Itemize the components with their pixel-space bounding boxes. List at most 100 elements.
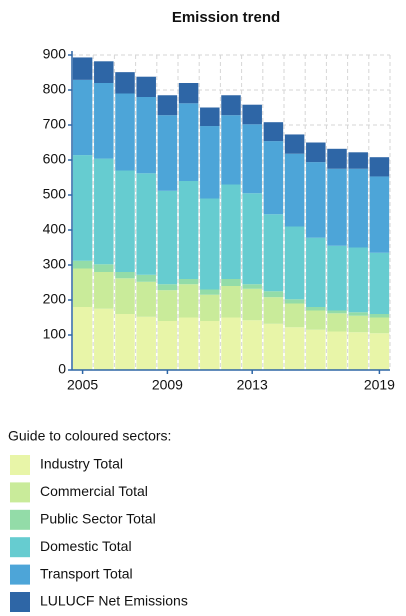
y-tick-label: 300	[43, 256, 67, 272]
bar-segment	[136, 274, 156, 282]
legend-label: Commercial Total	[40, 483, 148, 499]
bar-segment	[72, 260, 93, 269]
bar-segment	[136, 281, 156, 317]
bar-segment	[369, 252, 390, 314]
y-tick-label: 400	[43, 221, 67, 237]
bar-segment	[284, 327, 305, 370]
bar-segment	[284, 226, 305, 300]
bar-segment	[221, 95, 241, 116]
x-tick-label: 2019	[364, 377, 395, 393]
bar-segment	[221, 184, 241, 279]
bar-segment	[221, 115, 241, 185]
bar-segment	[200, 289, 220, 295]
x-tick-label: 2009	[152, 377, 183, 393]
bar-segment	[94, 61, 114, 83]
x-tick-label: 2005	[67, 377, 98, 393]
bar-segment	[263, 214, 284, 292]
bar-segment	[306, 162, 326, 238]
bar-segment	[72, 268, 93, 307]
bar-segment	[369, 314, 390, 318]
bar-segment	[72, 57, 93, 80]
bar-segment	[115, 278, 135, 314]
y-tick-label: 700	[43, 116, 67, 132]
bar-segment	[72, 155, 93, 261]
legend-swatch	[10, 537, 30, 558]
bar-segment	[136, 97, 156, 174]
bar-segment	[94, 264, 114, 272]
bar-segment	[178, 284, 199, 318]
bar-segment	[242, 124, 262, 194]
legend-label: LULUCF Net Emissions	[40, 593, 188, 609]
bar-segment	[115, 272, 135, 279]
bar-segment	[284, 134, 305, 154]
bar-segment	[157, 284, 178, 291]
legend-title: Guide to coloured sectors:	[8, 428, 171, 444]
y-tick-label: 100	[43, 326, 67, 342]
y-tick-label: 600	[43, 151, 67, 167]
y-tick-label: 800	[43, 81, 67, 97]
bar-segment	[327, 313, 347, 332]
bar-segment	[306, 329, 326, 370]
legend-swatch	[10, 592, 30, 612]
y-tick-label: 900	[43, 46, 67, 62]
bar-segment	[136, 76, 156, 97]
bar-segment	[178, 317, 199, 370]
bar-segment	[348, 168, 368, 248]
bar-segment	[348, 315, 368, 333]
bar-segment	[115, 314, 135, 370]
legend-swatch	[10, 564, 30, 585]
legend-label: Domestic Total	[40, 538, 132, 554]
bar-segment	[94, 272, 114, 309]
bar-segment	[263, 122, 284, 142]
bar-segment	[306, 142, 326, 163]
bar-segment	[369, 317, 390, 334]
bar-segment	[178, 279, 199, 285]
bar-segment	[327, 148, 347, 169]
bar-segment	[157, 290, 178, 321]
bar-segment	[115, 170, 135, 272]
bar-segment	[284, 303, 305, 328]
bar-segment	[348, 152, 368, 169]
bar-segment	[221, 286, 241, 318]
bar-segment	[115, 93, 135, 171]
bar-segment	[369, 157, 390, 177]
bar-segment	[306, 310, 326, 330]
bar-segment	[242, 288, 262, 321]
bar-segment	[157, 190, 178, 285]
bar-segment	[178, 181, 199, 279]
x-tick-label: 2013	[237, 377, 268, 393]
bar-segment	[242, 320, 262, 370]
bar-segment	[178, 103, 199, 181]
y-tick-label: 0	[58, 361, 66, 377]
bar-segment	[115, 72, 135, 94]
bar-segment	[348, 312, 368, 316]
legend-swatch	[10, 482, 30, 503]
legend-swatch	[10, 509, 30, 530]
bar-segment	[348, 247, 368, 313]
bar-segment	[157, 115, 178, 191]
bar-segment	[200, 294, 220, 321]
bar-segment	[72, 79, 93, 156]
bar-segment	[200, 198, 220, 290]
bar-segment	[327, 245, 347, 311]
bar-segment	[284, 299, 305, 304]
bar-segment	[136, 316, 156, 370]
y-tick-label: 500	[43, 186, 67, 202]
bar-segment	[263, 297, 284, 324]
bar-segment	[369, 176, 390, 253]
bar-segment	[306, 307, 326, 311]
bar-segment	[348, 332, 368, 370]
bar-segment	[221, 317, 241, 370]
legend-label: Industry Total	[40, 456, 123, 472]
bar-segment	[306, 237, 326, 307]
bar-segment	[327, 168, 347, 246]
bar-segment	[72, 307, 93, 370]
bar-segment	[263, 291, 284, 298]
bar-segment	[221, 279, 241, 286]
bar-segment	[242, 193, 262, 285]
bar-segment	[94, 158, 114, 265]
bar-segment	[284, 153, 305, 227]
bar-segment	[157, 321, 178, 370]
bar-segment	[327, 331, 347, 370]
